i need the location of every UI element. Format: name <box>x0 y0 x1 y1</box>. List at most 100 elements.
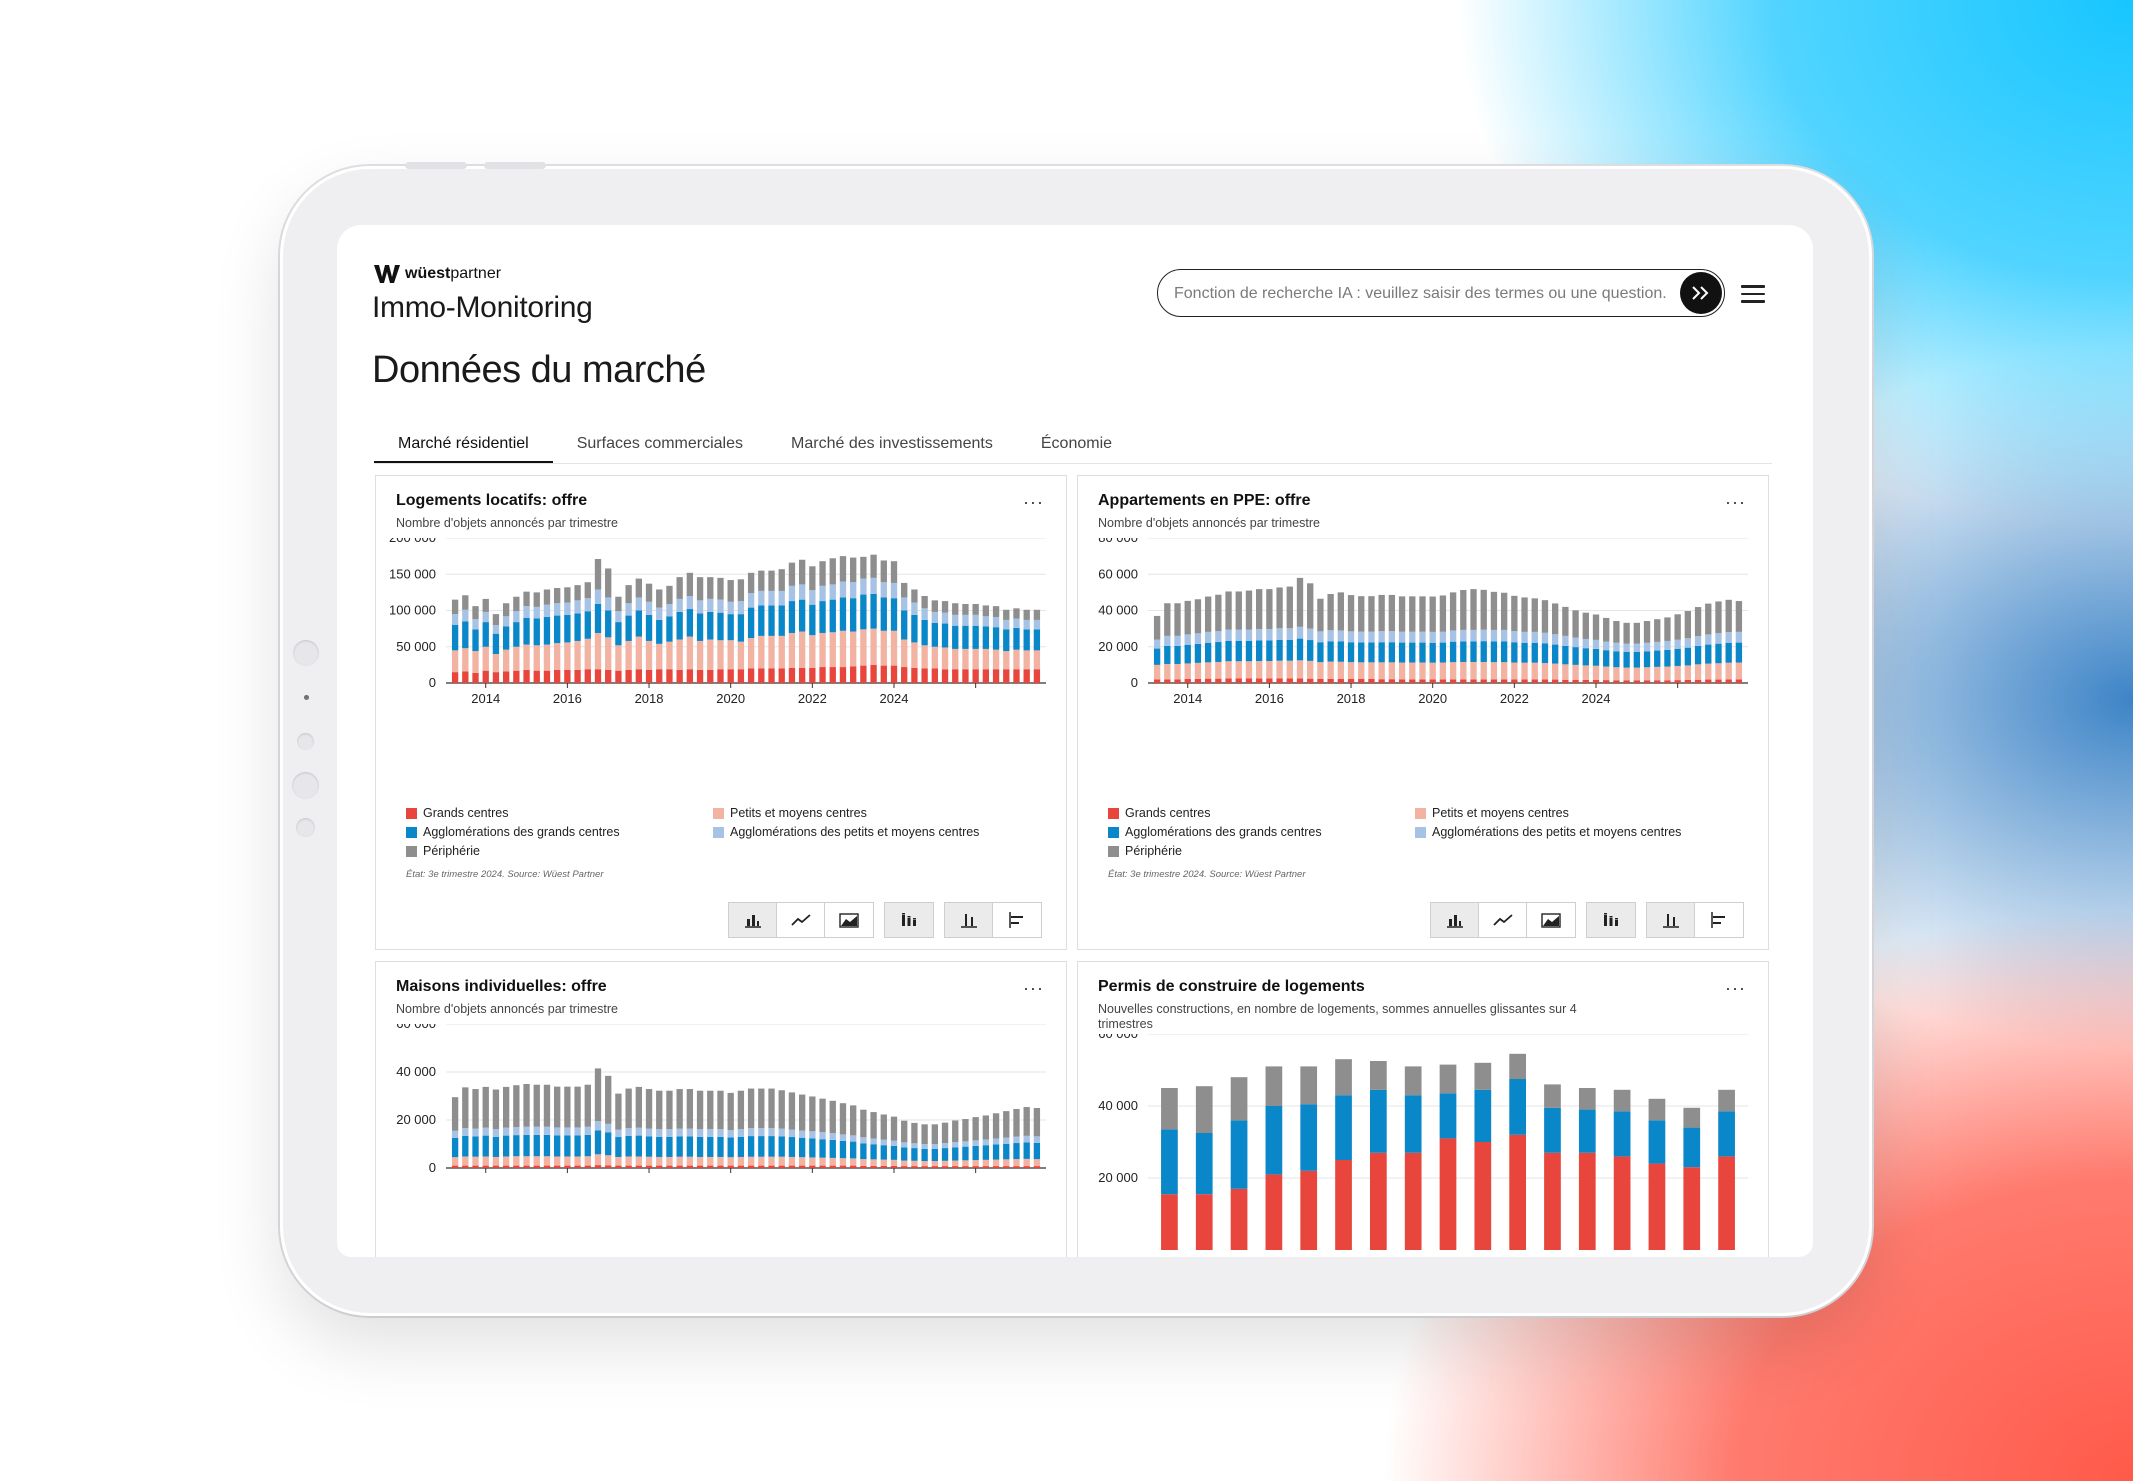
more-options-icon[interactable]: ··· <box>1023 492 1044 512</box>
bar-segment <box>982 626 990 649</box>
bar-segment <box>1369 1152 1387 1250</box>
horizontal-bars-button[interactable] <box>993 903 1041 937</box>
horizontal-bars-button[interactable] <box>1695 903 1743 937</box>
bar-segment <box>1735 679 1743 683</box>
bar-segment <box>717 1165 724 1168</box>
bar-segment <box>1347 679 1355 683</box>
bar-segment <box>839 1134 847 1141</box>
bar-segment <box>1674 680 1681 683</box>
toolbar-group <box>884 902 934 938</box>
stacked-bar-chart: 0 20 000 40 000 60 000 <box>396 1024 1046 1175</box>
vertical-bars-icon <box>1662 914 1679 928</box>
bar-chart-button[interactable] <box>1431 903 1479 937</box>
search-input[interactable] <box>1172 280 1684 308</box>
hamburger-menu-icon[interactable] <box>1741 285 1765 303</box>
bar-segment <box>1276 628 1283 640</box>
bar-segment <box>1307 628 1314 641</box>
bar-segment <box>1153 648 1161 665</box>
bar-segment <box>747 668 755 683</box>
bar-segment <box>594 1121 602 1131</box>
vertical-bars-button[interactable] <box>945 903 993 937</box>
bar-segment <box>778 605 785 636</box>
bar-segment <box>1003 1111 1010 1138</box>
bar-segment <box>1337 661 1344 680</box>
bar-segment <box>1398 642 1406 663</box>
vertical-bars-button[interactable] <box>1647 903 1695 937</box>
volume-button <box>405 162 467 169</box>
bar-segment <box>829 1133 836 1140</box>
bar-segment <box>1449 641 1457 663</box>
tab-marche-residentiel[interactable]: Marché résidentiel <box>374 425 553 463</box>
bar-segment <box>931 1124 938 1144</box>
bar-chart-button[interactable] <box>729 903 777 937</box>
more-options-icon[interactable]: ··· <box>1023 978 1044 998</box>
grouped-bars-button[interactable] <box>885 903 933 937</box>
bar-segment <box>1276 678 1283 683</box>
y-tick-label: 0 <box>429 675 436 690</box>
bar-segment <box>645 669 653 683</box>
bar-segment <box>1439 679 1447 683</box>
tab-economie[interactable]: Économie <box>1040 435 1113 452</box>
bar-segment <box>901 639 908 668</box>
line-chart-button[interactable] <box>1479 903 1527 937</box>
bar-segment <box>1296 678 1304 683</box>
bar-segment <box>798 584 806 600</box>
bar-segment <box>1633 680 1640 683</box>
bar-segment <box>625 1088 632 1129</box>
bar-segment <box>513 1085 520 1128</box>
bar-segment <box>523 1134 530 1157</box>
grouped-bars-button[interactable] <box>1587 903 1635 937</box>
more-options-icon[interactable]: ··· <box>1725 978 1746 998</box>
card-title: Logements locatifs: offre <box>396 492 588 509</box>
search-submit-button[interactable] <box>1680 272 1722 314</box>
more-options-icon[interactable]: ··· <box>1725 492 1746 512</box>
area-chart-button[interactable] <box>1527 903 1575 937</box>
area-chart-button[interactable] <box>825 903 873 937</box>
bar-segment <box>798 667 806 683</box>
bar-segment <box>850 1105 857 1136</box>
line-chart-button[interactable] <box>777 903 825 937</box>
bar-segment <box>645 614 653 641</box>
bar-segment <box>1674 665 1681 681</box>
bar-segment <box>1033 1142 1041 1160</box>
bar-segment <box>1474 1062 1492 1090</box>
bar-segment <box>564 1165 571 1168</box>
bar-segment <box>1509 1053 1527 1079</box>
bar-segment <box>1023 669 1030 683</box>
bar-segment <box>747 1156 755 1166</box>
bar-segment <box>543 644 551 671</box>
bar-segment <box>727 640 734 670</box>
bar-segment <box>1705 644 1712 664</box>
bar-segment <box>482 670 489 683</box>
bar-segment <box>1429 679 1436 683</box>
bar-segment <box>727 1165 734 1168</box>
bar-segment <box>462 1156 469 1166</box>
bar-segment <box>850 1135 857 1142</box>
bar-segment <box>707 577 714 599</box>
double-chevron-right-icon <box>1692 286 1709 300</box>
bar-segment <box>707 1090 714 1130</box>
bar-segment <box>482 611 489 623</box>
bar-segment <box>931 1166 938 1168</box>
bar-segment <box>727 1130 734 1138</box>
bar-segment <box>1286 586 1293 629</box>
bar-segment <box>462 621 469 649</box>
bar-segment <box>1204 678 1212 683</box>
bar-segment <box>911 589 918 603</box>
tab-marche-investissements[interactable]: Marché des investissements <box>791 435 993 452</box>
bar-segment <box>1307 678 1314 683</box>
legend-swatch <box>1415 826 1426 838</box>
bar-segment <box>1715 633 1722 644</box>
bar-segment <box>502 671 510 683</box>
bar-segment <box>1623 667 1630 681</box>
tab-surfaces-commerciales[interactable]: Surfaces commerciales <box>576 435 744 452</box>
bar-segment <box>758 570 765 591</box>
brand-logo[interactable]: wüestpartner <box>373 263 501 285</box>
bar-segment <box>1592 614 1600 640</box>
bar-segment <box>901 1160 908 1167</box>
bar-segment <box>870 577 877 594</box>
bar-segment <box>645 1136 653 1157</box>
bar-segment <box>809 635 816 668</box>
bar-segment <box>952 1166 959 1168</box>
bar-segment <box>1245 678 1253 683</box>
